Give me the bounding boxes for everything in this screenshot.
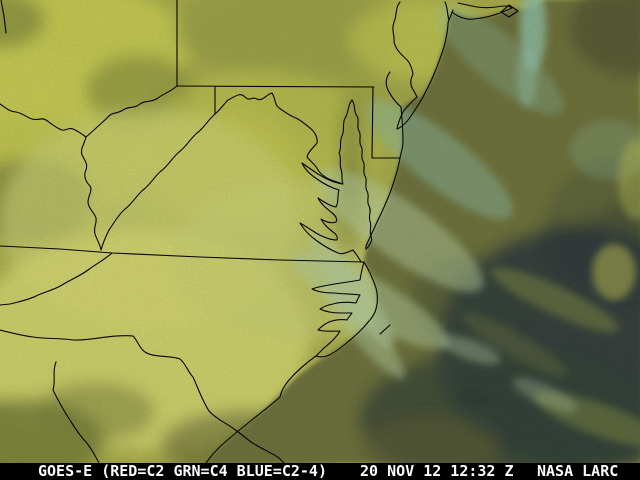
lake-erie-shoreline — [0, 0, 7, 34]
timestamp-label: 20 NOV 12 12:32 Z — [360, 462, 514, 480]
delaware-maryland-border — [371, 86, 401, 159]
potomac-river-border — [214, 92, 344, 185]
westvirginia-virginia-border — [100, 113, 216, 251]
long-island-fork — [500, 4, 519, 18]
satellite-composite-image — [0, 0, 640, 463]
savannah-river-border — [52, 361, 100, 463]
delmarva-atlantic-coastline — [365, 106, 404, 250]
ohio-river-border-west — [0, 103, 87, 138]
northcarolina-southcarolina-border — [0, 329, 285, 463]
carolina-coastline — [205, 355, 317, 463]
chesapeake-bay-west-shore — [299, 99, 365, 263]
mason-dixon-border — [176, 85, 375, 88]
virginia-northcarolina-border — [0, 245, 365, 263]
long-island-coastline — [451, 2, 513, 20]
northcarolina-tennessee-border — [0, 252, 113, 306]
credit-label: NASA LARC — [537, 462, 619, 480]
newjersey-coastline — [396, 9, 454, 130]
ohio-river-border-upper — [85, 85, 178, 138]
image-grain-texture — [0, 0, 640, 463]
status-bar: GOES-E (RED=C2 GRN=C4 BLUE=C2-4) 20 NOV … — [0, 463, 640, 480]
albemarle-pamlico-sound-shores — [311, 261, 365, 357]
map-overlay-borders — [0, 0, 519, 463]
offshore-shoal-mark — [379, 324, 391, 335]
outer-banks-coastline — [315, 261, 378, 358]
chesapeake-bay-east-shore — [351, 99, 373, 250]
product-label: GOES-E (RED=C2 GRN=C4 BLUE=C2-4) — [38, 462, 327, 480]
hudson-inlet — [444, 1, 450, 21]
newjersey-delaware-river-border — [392, 1, 418, 98]
kentucky-westvirginia-border — [80, 136, 102, 251]
delaware-bay-west-shore — [385, 71, 402, 108]
